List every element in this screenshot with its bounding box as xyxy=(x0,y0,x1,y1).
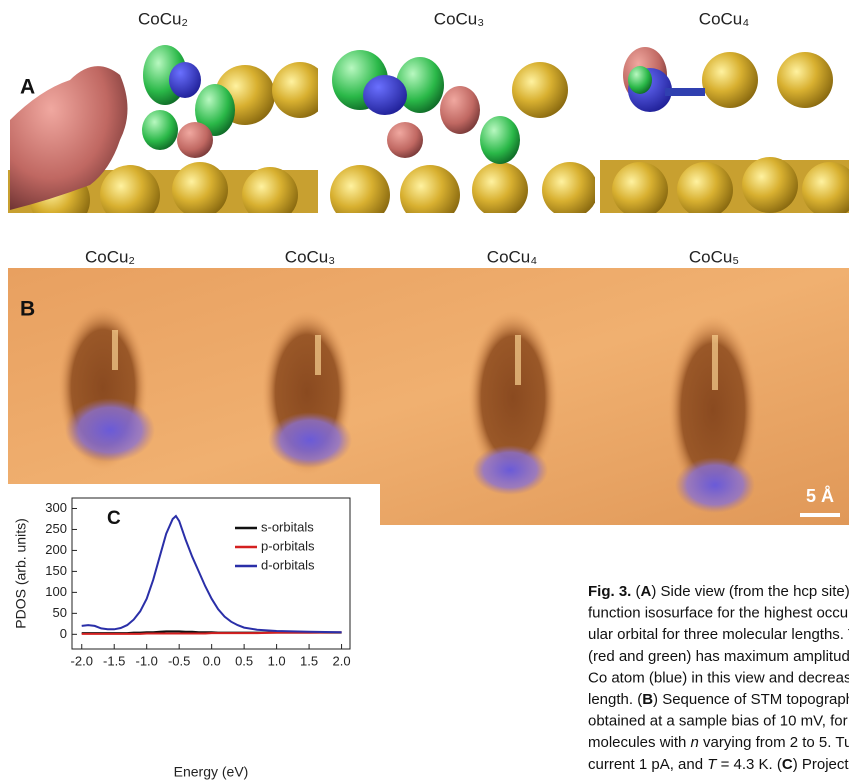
caption-line: (red and green) has maximum amplitude be… xyxy=(588,648,849,665)
x-axis-label: Energy (eV) xyxy=(174,764,249,780)
panel-title: CoCu₃ xyxy=(285,247,335,266)
x-tick-label: 0.0 xyxy=(203,653,221,668)
caption-text: Co atom (blue) in this view and decrease… xyxy=(588,669,849,686)
panel-b-images xyxy=(8,268,849,525)
panel-title: CoCu₂ xyxy=(138,9,188,28)
panel-label: A xyxy=(20,76,35,99)
caption-text: function isosurface for the highest occu… xyxy=(588,605,849,622)
panel-title: CoCu₃ xyxy=(434,9,484,28)
caption-text: obtained at a sample bias of 10 mV, for … xyxy=(588,713,849,730)
scale-bar-label: 5 Å xyxy=(806,486,834,506)
y-tick-label: 250 xyxy=(45,521,67,536)
caption-text: varying from 2 to 5. Tunn xyxy=(699,734,849,751)
caption-text: (red and green) has maximum amplitude be… xyxy=(588,648,849,665)
caption-line: ular orbital for three molecular lengths… xyxy=(588,626,849,643)
caption-text: ) Sequence of STM topographic image xyxy=(653,691,849,708)
x-tick-label: 1.0 xyxy=(268,653,286,668)
x-tick-label: -0.5 xyxy=(168,653,190,668)
caption-text: ( xyxy=(631,583,640,600)
caption-text: current 1 pA, and xyxy=(588,756,707,773)
panel-title: CoCu₅ xyxy=(689,247,739,266)
legend-label: p-orbitals xyxy=(261,538,315,553)
caption-text: length. ( xyxy=(588,691,642,708)
caption-text: B xyxy=(642,691,653,708)
y-tick-label: 0 xyxy=(60,626,67,641)
y-tick-label: 150 xyxy=(45,563,67,578)
caption-text: A xyxy=(641,583,652,600)
panel-label: C xyxy=(107,508,121,529)
caption-line: Fig. 3. (A) Side view (from the hcp site… xyxy=(588,583,849,600)
caption-line: obtained at a sample bias of 10 mV, for … xyxy=(588,713,849,730)
caption-line: molecules with n varying from 2 to 5. Tu… xyxy=(588,734,849,751)
caption-line: Co atom (blue) in this view and decrease… xyxy=(588,669,849,686)
caption-text: ) Projected dens xyxy=(793,756,849,773)
caption-line: current 1 pA, and T = 4.3 K. (C) Project… xyxy=(588,756,849,773)
caption-line: function isosurface for the highest occu… xyxy=(588,605,849,622)
panel-title: CoCu₂ xyxy=(85,247,135,266)
y-tick-label: 200 xyxy=(45,542,67,557)
x-tick-label: 0.5 xyxy=(235,653,253,668)
legend-label: s-orbitals xyxy=(261,519,314,534)
caption-text: = 4.3 K. ( xyxy=(716,756,781,773)
caption-text: ular orbital for three molecular lengths… xyxy=(588,626,849,643)
y-tick-label: 300 xyxy=(45,500,67,515)
panel-label: B xyxy=(20,298,35,321)
panel-a-images xyxy=(8,40,849,230)
x-tick-label: -1.5 xyxy=(103,653,125,668)
caption-text: n xyxy=(691,734,699,751)
caption-line: length. (B) Sequence of STM topographic … xyxy=(588,691,849,708)
legend-label: d-orbitals xyxy=(261,557,315,572)
panel-title: CoCu₄ xyxy=(699,9,749,28)
y-tick-label: 50 xyxy=(53,605,67,620)
figure: A CoCu₂ CoCu₃ CoCu₄ B CoCu₂ CoCu₃ CoCu₄ CoCu₅ 5 Å… xyxy=(0,0,849,783)
caption-text: Fig. 3. xyxy=(588,583,631,600)
x-tick-label: -2.0 xyxy=(71,653,93,668)
caption-text: molecules with xyxy=(588,734,691,751)
x-tick-label: 2.0 xyxy=(333,653,351,668)
y-tick-label: 100 xyxy=(45,584,67,599)
caption-text: C xyxy=(782,756,793,773)
x-tick-label: -1.0 xyxy=(135,653,157,668)
caption-text: ) Side view (from the hcp site) of the xyxy=(651,583,849,600)
panel-title: CoCu₄ xyxy=(487,247,537,266)
x-tick-label: 1.5 xyxy=(300,653,318,668)
y-axis-label: PDOS (arb. units) xyxy=(13,518,29,628)
